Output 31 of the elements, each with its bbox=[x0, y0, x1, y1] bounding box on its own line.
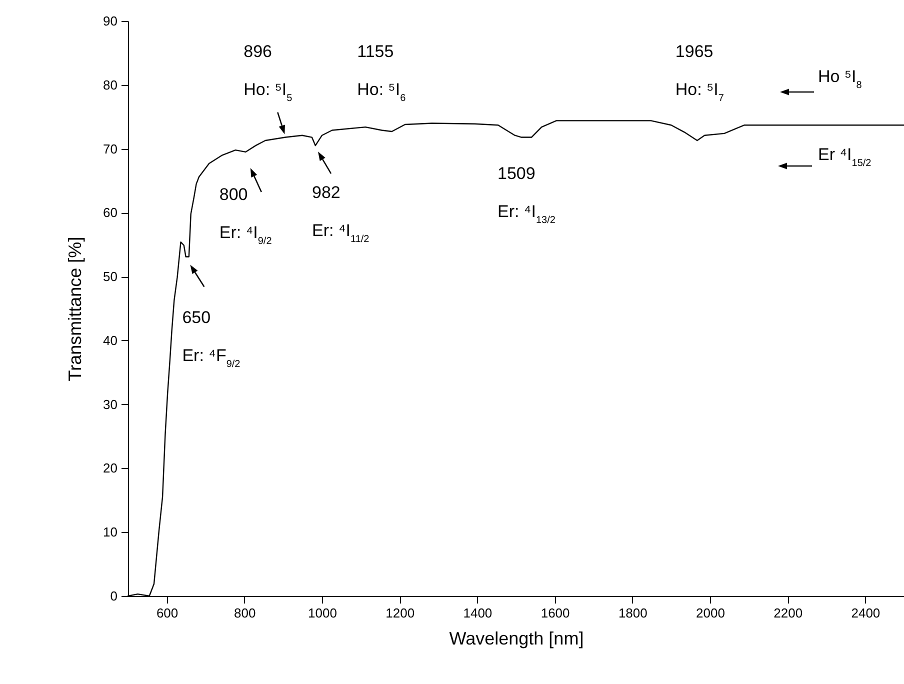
y-axis-title: Transmittance [%] bbox=[65, 236, 86, 382]
y-tick-label: 30 bbox=[103, 396, 118, 412]
annotation: 800 Er: ⁴I$_{9/2}$ bbox=[219, 184, 272, 249]
y-tick-label: 90 bbox=[103, 14, 118, 28]
x-tick-label: 1600 bbox=[540, 606, 570, 620]
y-tick-label: 20 bbox=[103, 460, 118, 476]
annotation: 1509 Er: ⁴I$_{13/2}$ bbox=[497, 163, 556, 228]
x-tick-label: 800 bbox=[234, 606, 256, 620]
x-axis-title: Wavelength [nm] bbox=[449, 628, 584, 648]
x-tick-label: 1000 bbox=[308, 606, 337, 620]
y-tick-label: 70 bbox=[103, 141, 118, 156]
annotation: 982 Er: ⁴I$_{11/2}$ bbox=[312, 182, 370, 247]
y-tick-label: 50 bbox=[103, 269, 118, 284]
y-tick-label: 60 bbox=[103, 205, 118, 220]
x-tick-label: 2400 bbox=[851, 606, 880, 620]
y-tick-label: 40 bbox=[103, 332, 118, 348]
y-tick-label: 10 bbox=[103, 524, 118, 540]
x-tick-label: 1800 bbox=[618, 606, 648, 620]
annotation: 650 Er: ⁴F$_{9/2}$ bbox=[182, 306, 240, 372]
annotation: Ho ⁵I$_{8}$ bbox=[818, 66, 862, 93]
x-tick-label: 600 bbox=[156, 606, 178, 620]
annotation: 1965 Ho: ⁵I$_{7}$ bbox=[675, 41, 724, 106]
annotation: Er ⁴I$_{15/2}$ bbox=[818, 144, 872, 171]
annotation: 1155 Ho: ⁵I$_{6}$ bbox=[357, 41, 406, 106]
x-tick-label: 2000 bbox=[696, 606, 725, 620]
x-tick-label: 1400 bbox=[463, 606, 492, 620]
annotation: 896 Ho: ⁵I$_{5}$ bbox=[244, 41, 292, 106]
y-tick-label: 0 bbox=[110, 588, 118, 604]
x-tick-label: 1200 bbox=[386, 606, 415, 620]
y-tick-label: 80 bbox=[103, 77, 118, 92]
x-tick-label: 2200 bbox=[774, 606, 803, 620]
